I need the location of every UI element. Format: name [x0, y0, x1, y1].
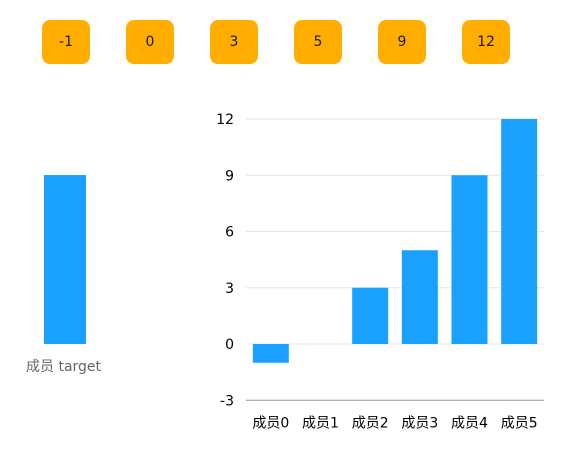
- x-tick-label: 成员1: [302, 415, 339, 431]
- bar: [352, 287, 389, 344]
- bar: [501, 119, 538, 344]
- x-tick-label: 成员5: [501, 415, 538, 431]
- x-tick-label: 成员0: [252, 415, 289, 431]
- value-tile: 0: [126, 20, 174, 64]
- bar: [401, 250, 438, 344]
- value-tile: 12: [462, 20, 510, 64]
- bar: [451, 175, 488, 344]
- y-tick-label: 6: [225, 225, 234, 241]
- y-tick-label: 12: [216, 112, 234, 128]
- y-tick-label: 3: [225, 281, 234, 297]
- value-tile: 5: [294, 20, 342, 64]
- x-tick-label: 成员3: [401, 415, 438, 431]
- y-tick-label: 0: [225, 337, 234, 353]
- value-tile: -1: [42, 20, 90, 64]
- y-tick-label: -3: [220, 393, 234, 409]
- target-label: 成员 target: [26, 359, 102, 375]
- bar: [252, 344, 289, 363]
- y-tick-label: 9: [225, 168, 234, 184]
- target-bar: [44, 175, 86, 344]
- x-tick-label: 成员4: [451, 415, 488, 431]
- value-tile: 3: [210, 20, 258, 64]
- x-tick-label: 成员2: [352, 415, 389, 431]
- value-tile: 9: [378, 20, 426, 64]
- value-tiles: -1 0 3 5 9 12: [0, 0, 580, 80]
